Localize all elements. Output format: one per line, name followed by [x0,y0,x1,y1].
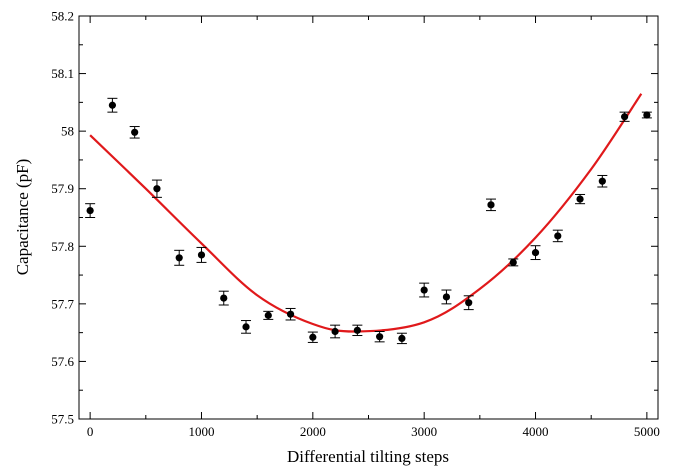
data-point-marker [576,195,584,203]
data-points-layer [85,97,652,345]
data-point-marker [286,310,295,318]
fit-curve-layer [89,93,643,333]
data-point [575,193,586,205]
data-point [419,282,430,298]
data-point [330,324,341,339]
x-tick-label: 0 [87,424,94,439]
data-point-marker [264,311,272,319]
x-tick-label: 2000 [300,424,326,439]
data-point [241,320,252,334]
y-tick-label: 58.2 [51,9,74,24]
y-tick-label: 58 [61,124,74,139]
x-tick-label: 1000 [188,424,214,439]
data-point [263,310,274,320]
data-point [552,229,563,243]
axis-ticks [79,15,658,420]
data-point-marker [598,177,606,185]
y-axis-label: Capacitance (pF) [13,159,32,276]
data-point [129,126,140,139]
x-tick-label: 4000 [523,424,549,439]
data-point [463,295,474,311]
fit-curve-line [89,93,643,333]
data-point-marker [86,206,94,215]
data-point-marker [465,299,473,307]
data-point [196,246,207,263]
data-point-marker [331,327,339,336]
data-point [218,290,229,306]
data-point-marker [442,293,451,301]
data-point [307,331,318,343]
data-point [285,307,296,321]
data-point-marker [398,334,406,342]
data-point [107,97,118,113]
y-tick-label: 57.6 [51,354,74,369]
y-tick-label: 57.5 [51,412,74,427]
data-point [597,174,608,188]
data-point-marker [197,251,206,259]
data-point-marker [487,201,495,209]
data-point [151,179,162,198]
data-point [485,198,496,212]
data-point-marker [353,326,361,334]
data-point-marker [420,286,428,294]
data-point-marker [531,249,540,257]
data-point-marker [131,128,139,136]
data-point-marker [309,333,317,341]
data-point-marker [643,111,651,119]
data-point-marker [242,323,250,331]
data-point-marker [220,294,228,302]
x-tick-label: 5000 [634,424,660,439]
data-point-marker [554,232,562,240]
data-point [641,111,652,119]
data-point [530,245,541,261]
plot-frame [78,15,659,420]
y-tick-label: 57.9 [51,181,74,196]
data-point [85,203,96,218]
y-tick-label: 57.8 [51,239,74,254]
x-tick-label: 3000 [411,424,437,439]
data-point [374,330,385,343]
data-point [396,332,407,345]
data-point [508,258,519,267]
data-point-marker [620,113,629,121]
data-point [619,111,630,122]
data-point-marker [376,333,384,341]
data-point-marker [175,254,183,262]
x-axis-label: Differential tilting steps [287,447,449,466]
data-point [441,289,452,305]
data-point [352,324,363,337]
data-point [174,249,185,266]
data-point-marker [108,101,117,109]
y-tick-label: 58.1 [51,66,74,81]
tick-labels: 0 1000 2000 3000 4000 5000 57.5 57.6 57.7 57.8 57.… [51,9,660,440]
y-tick-label: 57.7 [51,296,74,311]
data-point-marker [509,258,517,267]
data-point-marker [153,185,161,193]
